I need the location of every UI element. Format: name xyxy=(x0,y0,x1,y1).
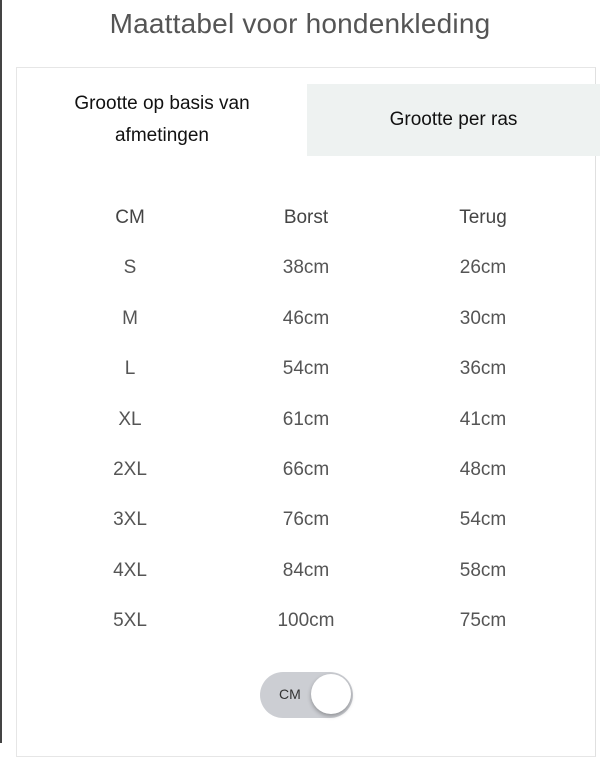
table-cell-size: 3XL xyxy=(113,509,147,531)
table-cell-chest: 38cm xyxy=(282,257,330,279)
column-header-chest: Borst xyxy=(283,207,329,228)
table-cell-back: 30cm xyxy=(459,307,507,329)
table-cell-size: 2XL xyxy=(113,459,147,480)
table-cell-back: 48cm xyxy=(459,459,507,480)
table-cell-chest: 61cm xyxy=(282,408,330,430)
toggle-knob[interactable] xyxy=(311,674,351,714)
window-edge xyxy=(0,0,2,743)
table-cell-back: 54cm xyxy=(459,509,507,531)
table-cell-back: 41cm xyxy=(459,408,507,430)
table-cell-size: XL xyxy=(118,408,142,430)
table-cell-size: M xyxy=(122,307,138,329)
column-header-size: CM xyxy=(115,207,145,228)
table-cell-size: 4XL xyxy=(113,559,147,581)
column-header-back: Terug xyxy=(459,207,507,228)
table-cell-back: 36cm xyxy=(459,358,507,380)
table-cell-back: 58cm xyxy=(459,559,507,581)
tab-measurements[interactable]: Grootte op basis van afmetingen xyxy=(74,93,250,146)
unit-toggle-label: CM xyxy=(279,686,301,702)
tab-breed[interactable]: Grootte per ras xyxy=(307,84,600,156)
table-cell-back: 75cm xyxy=(459,610,507,632)
table-cell-size: S xyxy=(123,257,137,279)
page-title: Maattabel voor hondenkleding xyxy=(109,8,491,39)
unit-toggle[interactable]: CM xyxy=(260,672,353,718)
table-cell-chest: 54cm xyxy=(282,358,330,380)
table-cell-size: L xyxy=(124,358,136,380)
table-cell-chest: 100cm xyxy=(277,610,335,632)
table-cell-chest: 66cm xyxy=(282,459,330,480)
table-cell-chest: 46cm xyxy=(282,307,330,329)
table-cell-chest: 76cm xyxy=(282,509,330,531)
table-cell-chest: 84cm xyxy=(282,559,330,581)
table-cell-size: 5XL xyxy=(113,610,147,632)
table-cell-back: 26cm xyxy=(459,257,507,279)
